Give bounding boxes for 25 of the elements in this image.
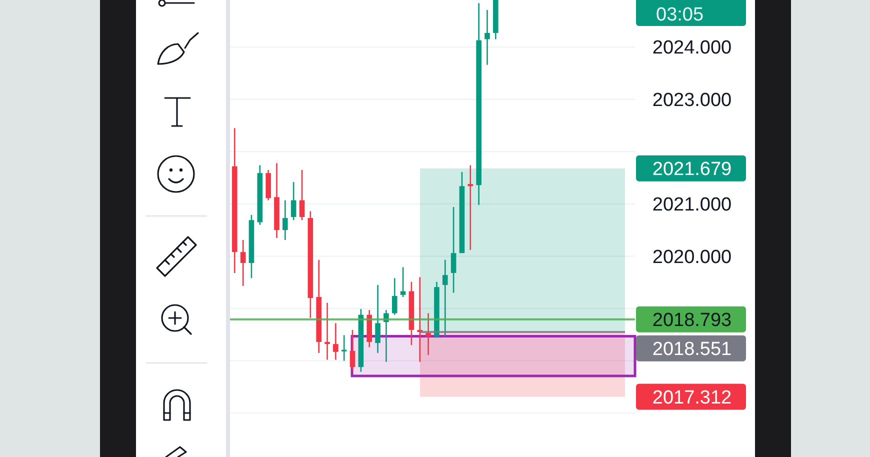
candlestick — [426, 312, 431, 356]
text: 03:05 — [656, 4, 704, 26]
candlestick — [450, 206, 456, 294]
candlestick — [282, 200, 288, 241]
candlestick — [400, 266, 406, 298]
candlestick — [375, 284, 380, 354]
candlestick — [290, 181, 296, 221]
ref-line-label: 2018.551 — [652, 338, 732, 360]
y-tick-label: 2023.000 — [652, 90, 732, 111]
candlestick — [299, 169, 305, 221]
candlestick — [341, 334, 347, 362]
candlestick — [392, 278, 398, 316]
band-label: 2017.312 — [652, 387, 732, 408]
candlestick — [350, 329, 356, 371]
y-tick-label: 2020.000 — [652, 246, 732, 268]
candlestick — [324, 302, 330, 360]
y-tick-label: 2024.000 — [652, 38, 732, 59]
candlestick — [240, 239, 246, 287]
ref-line-label: 2018.793 — [652, 310, 732, 331]
candlestick — [468, 164, 474, 251]
band-label: 2021.679 — [652, 159, 732, 180]
y-tick-label: 2021.000 — [652, 194, 732, 216]
candlestick — [484, 9, 490, 66]
candlestick — [442, 259, 448, 338]
candlestick — [333, 322, 338, 360]
